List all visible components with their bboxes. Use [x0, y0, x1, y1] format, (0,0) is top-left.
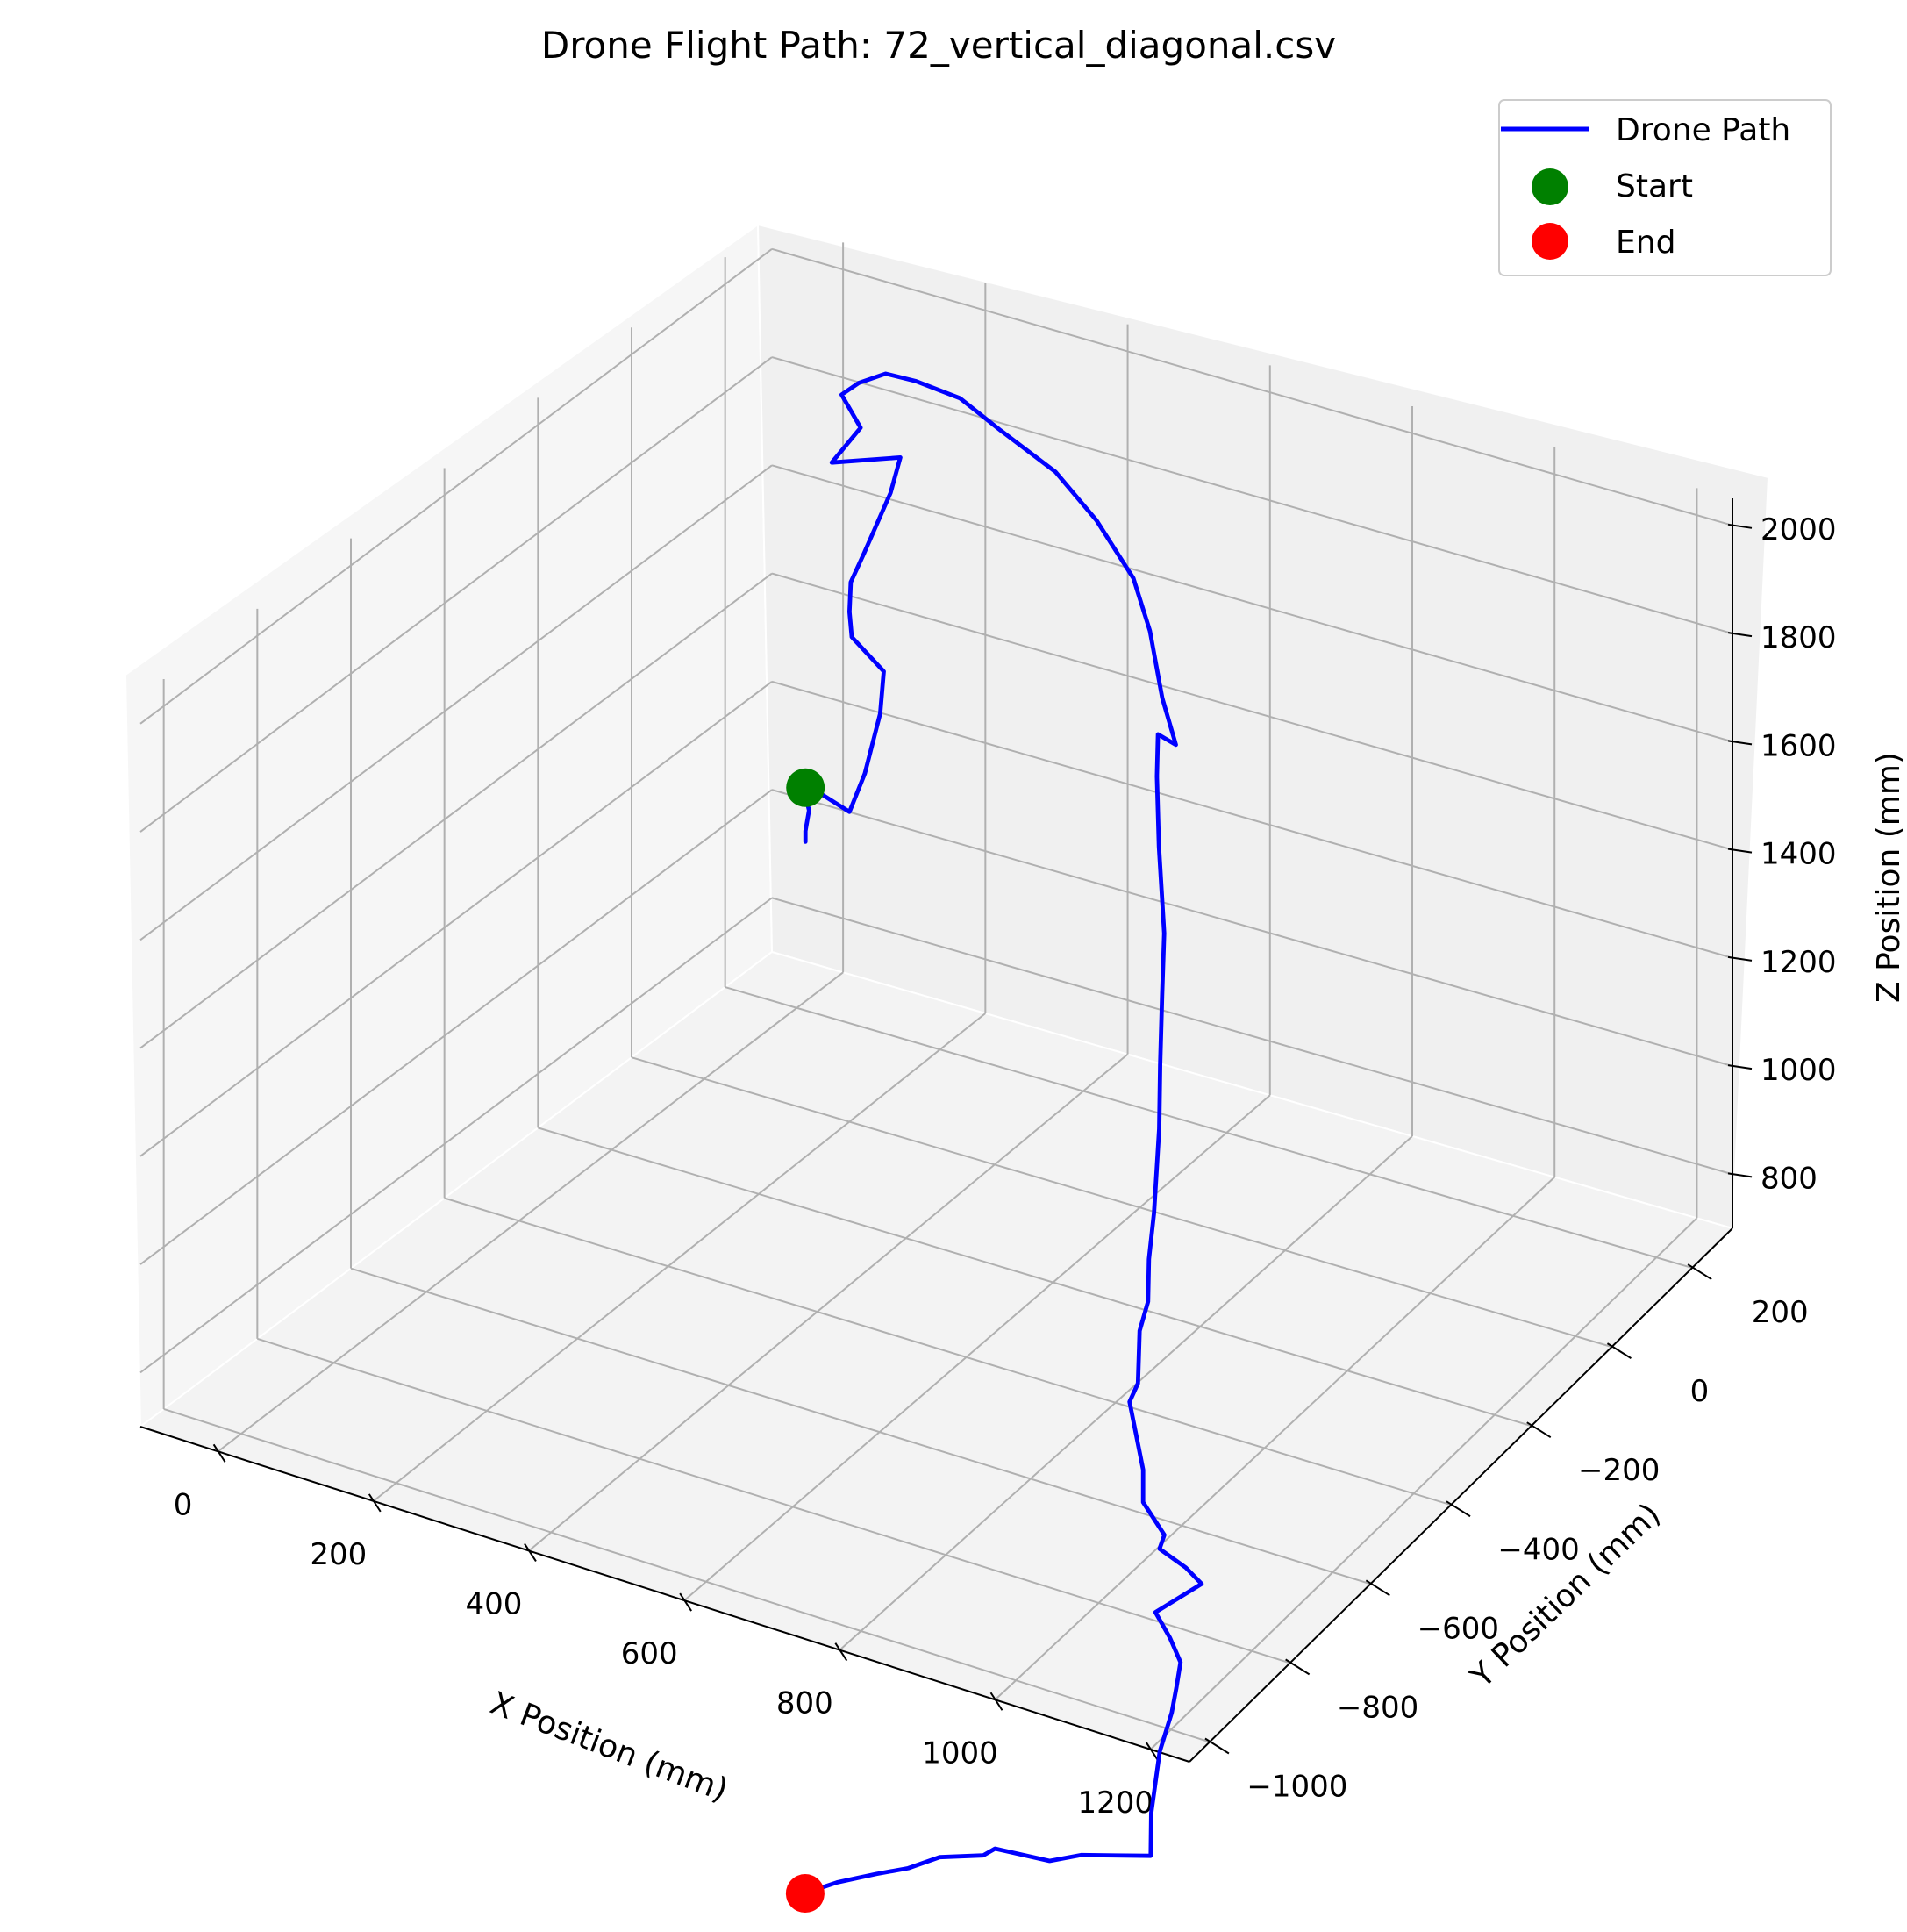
gridline-floor-y [444, 1197, 1452, 1506]
end-marker [785, 1874, 825, 1914]
x-tick-label: 0 [174, 1487, 193, 1522]
z-tick-mark [1727, 955, 1753, 962]
legend: Drone Path Start End [1498, 99, 1832, 276]
legend-end-swatch [1532, 223, 1568, 260]
gridline-floor-y [163, 1408, 1211, 1743]
gridline-back-wall-z [771, 789, 1733, 1068]
y-tick-label: −200 [1578, 1453, 1660, 1488]
x-axis-label: X Position (mm) [485, 1685, 732, 1809]
gridline-left-wall-z [139, 464, 773, 941]
z-tick-label: 2000 [1761, 512, 1837, 547]
gridline-back-wall-z [771, 247, 1733, 526]
y-tick-mark [1204, 1737, 1230, 1755]
z-tick-label: 1400 [1761, 837, 1837, 872]
z-tick-label: 1000 [1761, 1053, 1837, 1088]
gridline-left-wall-z [139, 248, 773, 725]
x-tick-label: 800 [776, 1686, 833, 1721]
gridline-left-wall-z [139, 356, 773, 833]
gridline-floor-x [528, 1053, 1129, 1552]
z-tick-mark [1727, 1172, 1753, 1178]
gridline-floor-y [538, 1127, 1532, 1428]
x-tick-label: 1000 [922, 1735, 998, 1771]
z-tick-label: 1800 [1761, 620, 1837, 655]
series-drone-path-line [802, 371, 1204, 1896]
z-tick-label: 1200 [1761, 945, 1837, 980]
y-tick-mark [1526, 1421, 1552, 1439]
x-tick-label: 200 [310, 1537, 367, 1572]
gridline-floor-y [725, 986, 1693, 1269]
axis-lines [139, 498, 1733, 1763]
legend-frame [1498, 99, 1832, 276]
z-tick-mark [1727, 523, 1753, 529]
gridlines [139, 242, 1733, 1750]
z-tick-mark [1727, 1064, 1753, 1070]
z-axis-label: Z Position (mm) [1871, 752, 1907, 1003]
y-tick-label: 200 [1752, 1295, 1809, 1330]
z-tick-label: 1600 [1761, 728, 1837, 763]
y-tick-label: −800 [1337, 1690, 1418, 1725]
plot-series [802, 371, 1204, 1896]
gridline-floor-y [350, 1267, 1371, 1585]
z-tick-mark [1727, 632, 1753, 638]
gridline-back-wall-z [771, 680, 1733, 959]
x-tick-mark [989, 1692, 1003, 1711]
y-tick-label: 0 [1690, 1374, 1710, 1409]
legend-start-label: Start [1616, 168, 1693, 204]
gridline-back-wall-z [771, 464, 1733, 743]
gridline-floor-x [373, 1013, 986, 1502]
z-tick-mark [1727, 848, 1753, 854]
gridline-left-wall-z [139, 681, 773, 1157]
y-tick-mark [1687, 1263, 1712, 1280]
gridline-floor-x [839, 1135, 1413, 1651]
y-tick-mark [1446, 1500, 1471, 1518]
gridline-back-wall-z [771, 572, 1733, 851]
gridline-floor-x [683, 1094, 1271, 1601]
x-tick-label: 600 [621, 1636, 678, 1671]
x-tick-label: 1200 [1077, 1785, 1153, 1821]
y-tick-mark [1285, 1658, 1311, 1676]
gridline-floor-y [257, 1337, 1290, 1664]
x-tick-mark [368, 1493, 382, 1513]
y-axis-label: Y Position (mm) [1463, 1497, 1668, 1696]
gridline-floor-y [631, 1056, 1612, 1349]
gridline-back-wall-z [771, 897, 1733, 1176]
gridline-left-wall-z [139, 572, 773, 1049]
tick-labels: 0 200 400 600 800 1000 1200 −1000 −800 −600 −400 −2… [174, 512, 1837, 1821]
legend-end-label: End [1616, 225, 1675, 261]
gridline-floor-x [994, 1176, 1555, 1700]
z-tick-mark [1727, 740, 1753, 746]
gridline-floor-x [217, 971, 844, 1453]
start-marker [786, 768, 825, 807]
x-axis-line [139, 1426, 1190, 1763]
gridline-left-wall-z [139, 789, 773, 1265]
y-tick-mark [1606, 1342, 1632, 1359]
x-tick-mark [834, 1642, 848, 1662]
chart-title: Drone Flight Path: 72_vertical_diagonal.… [541, 24, 1336, 67]
gridline-back-wall-z [771, 356, 1733, 635]
x-tick-mark [679, 1592, 692, 1612]
y-axis-line [1189, 1227, 1733, 1763]
y-tick-label: −1000 [1246, 1769, 1347, 1804]
plot-markers [785, 768, 825, 1914]
z-tick-label: 800 [1761, 1161, 1818, 1196]
y-tick-label: −400 [1497, 1532, 1579, 1567]
gridline-left-wall-z [139, 897, 773, 1374]
y-tick-mark [1365, 1579, 1390, 1597]
y-tick-label: −600 [1418, 1611, 1499, 1646]
gridline-floor-x [1150, 1217, 1698, 1750]
x-tick-mark [524, 1542, 537, 1563]
x-tick-mark [1145, 1742, 1159, 1761]
legend-start-swatch [1532, 168, 1568, 205]
tick-marks [212, 523, 1753, 1761]
x-tick-label: 400 [466, 1586, 523, 1621]
axes-panes [124, 223, 1770, 1764]
legend-drone-path-label: Drone Path [1616, 112, 1790, 148]
x-tick-mark [212, 1443, 226, 1463]
